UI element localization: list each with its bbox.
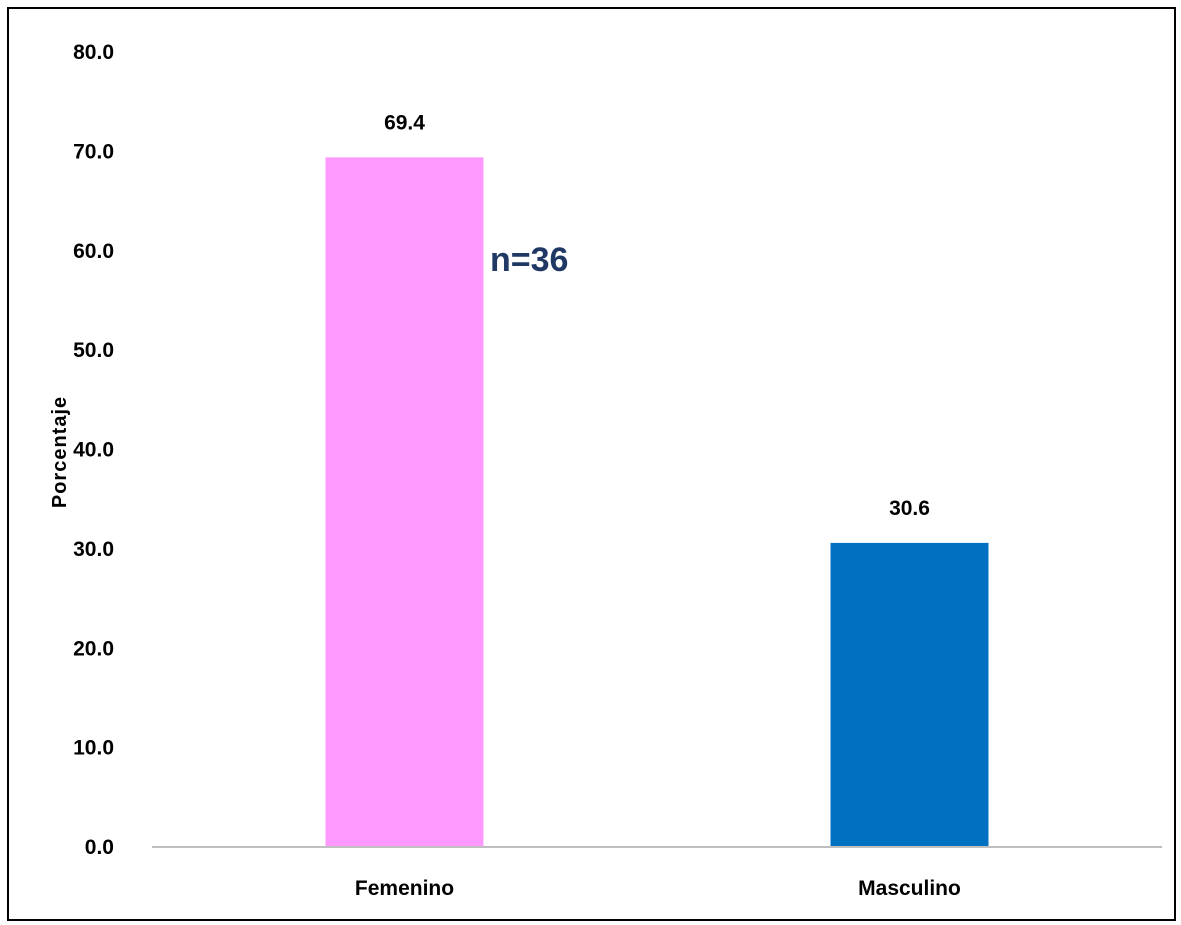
bar-chart: 0.0 10.0 20.0 30.0 40.0 50.0 60.0 70.0 80.0 69.4…	[49, 41, 1162, 900]
y-tick-label: 50.0	[73, 339, 114, 362]
y-axis-title: Porcentaje	[49, 396, 71, 508]
y-tick-label: 40.0	[73, 439, 114, 462]
y-tick-label: 20.0	[73, 637, 114, 660]
y-tick-label: 60.0	[73, 240, 114, 263]
x-axis-labels: Femenino Masculino	[355, 877, 961, 900]
bars	[325, 157, 989, 847]
x-tick-label-femenino: Femenino	[355, 877, 454, 900]
bar-femenino	[325, 157, 484, 847]
y-tick-label: 80.0	[73, 41, 114, 64]
bar-masculino	[830, 542, 989, 847]
sample-size-annotation: n=36	[490, 241, 568, 279]
y-tick-label: 70.0	[73, 140, 114, 163]
data-label-femenino: 69.4	[384, 111, 425, 134]
x-tick-label-masculino: Masculino	[858, 877, 961, 900]
data-labels: 69.4 30.6	[384, 111, 930, 520]
y-tick-label: 30.0	[73, 538, 114, 561]
data-label-masculino: 30.6	[889, 497, 930, 520]
y-tick-label: 10.0	[73, 737, 114, 760]
y-axis-ticks: 0.0 10.0 20.0 30.0 40.0 50.0 60.0 70.0 80.0	[73, 41, 114, 859]
chart-frame: 0.0 10.0 20.0 30.0 40.0 50.0 60.0 70.0 80.0 69.4…	[7, 7, 1176, 921]
y-tick-label: 0.0	[85, 836, 114, 859]
